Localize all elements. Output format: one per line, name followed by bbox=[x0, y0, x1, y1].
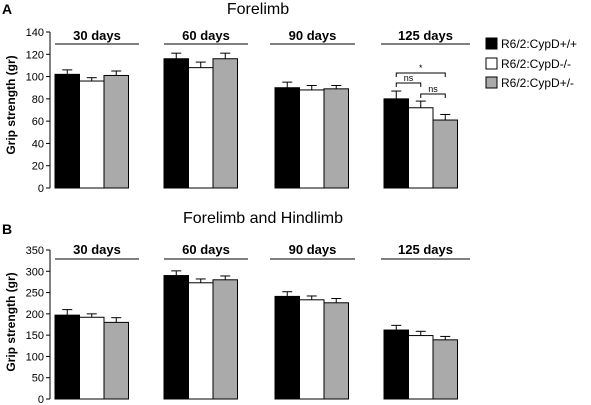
panel-a-y-axis-label: Grip strength (gr) bbox=[4, 55, 18, 154]
group-label: 90 days bbox=[289, 242, 337, 257]
y-tick-label: 100 bbox=[26, 72, 44, 84]
bar bbox=[79, 316, 105, 400]
y-tick-label: 0 bbox=[38, 394, 44, 405]
bar bbox=[408, 335, 434, 400]
y-tick-label: 300 bbox=[26, 266, 44, 278]
bar bbox=[212, 58, 238, 189]
bar bbox=[54, 314, 80, 400]
bar bbox=[163, 275, 189, 400]
group-label: 30 days bbox=[73, 28, 121, 43]
bar bbox=[299, 299, 325, 400]
bar bbox=[212, 279, 238, 400]
y-tick-label: 150 bbox=[26, 330, 44, 342]
legend-label-cypd-ko: R6/2:CypD-/- bbox=[501, 57, 571, 71]
panel-b: B Forelimb and Hindlimb Grip strength (g… bbox=[2, 210, 470, 405]
y-tick-label: 350 bbox=[26, 245, 44, 257]
y-tick-label: 50 bbox=[32, 373, 44, 385]
group-label: 30 days bbox=[73, 242, 121, 257]
significance-label: ns bbox=[428, 84, 438, 94]
legend: R6/2:CypD+/+ R6/2:CypD-/- R6/2:CypD+/- bbox=[485, 37, 577, 90]
panel-b-title: Forelimb and Hindlimb bbox=[183, 210, 343, 227]
panel-a-plot: 0 20 40 60 80 100 120 140 30 days 60 days 90 days 1… bbox=[26, 27, 470, 195]
y-tick-label: 200 bbox=[26, 309, 44, 321]
bar bbox=[103, 321, 129, 400]
y-tick-label: 140 bbox=[26, 27, 44, 39]
bar bbox=[432, 339, 458, 400]
panel-b-y-axis-label: Grip strength (gr) bbox=[4, 272, 18, 371]
group-label: 125 days bbox=[398, 242, 453, 257]
bar bbox=[274, 295, 300, 400]
bar bbox=[299, 89, 325, 189]
panel-a-letter: A bbox=[2, 1, 12, 17]
significance-label: * bbox=[419, 63, 423, 73]
group-label: 60 days bbox=[182, 28, 230, 43]
y-tick-label: 60 bbox=[32, 116, 44, 128]
bar bbox=[103, 74, 129, 189]
y-tick-label: 0 bbox=[38, 183, 44, 195]
bar bbox=[432, 119, 458, 189]
legend-swatch-cypd-het bbox=[485, 76, 498, 89]
y-tick-label: 100 bbox=[26, 351, 44, 363]
bar bbox=[163, 58, 189, 189]
bar bbox=[79, 80, 105, 189]
bar bbox=[383, 329, 409, 400]
y-tick-label: 250 bbox=[26, 288, 44, 300]
panel-a: A Forelimb Grip strength (gr) 0 20 40 60 80 1… bbox=[2, 1, 470, 195]
legend-label-cypd-wt: R6/2:CypD+/+ bbox=[501, 37, 577, 51]
panel-b-letter: B bbox=[2, 221, 12, 237]
bar bbox=[383, 98, 409, 189]
y-tick-label: 80 bbox=[32, 94, 44, 106]
y-tick-label: 20 bbox=[32, 161, 44, 173]
bar bbox=[274, 87, 300, 189]
significance-bracket bbox=[420, 93, 446, 98]
group-label: 125 days bbox=[398, 28, 453, 43]
group-label: 60 days bbox=[182, 242, 230, 257]
legend-label-cypd-het: R6/2:CypD+/- bbox=[501, 76, 574, 90]
bar bbox=[323, 88, 349, 189]
bar bbox=[54, 73, 80, 189]
legend-swatch-cypd-wt bbox=[485, 37, 498, 50]
significance-label: ns bbox=[404, 73, 414, 83]
bar bbox=[188, 282, 214, 400]
y-tick-label: 40 bbox=[32, 138, 44, 150]
panel-a-title: Forelimb bbox=[227, 1, 289, 18]
significance-bracket bbox=[395, 82, 422, 87]
group-label: 90 days bbox=[289, 28, 337, 43]
bar bbox=[323, 302, 349, 400]
panel-b-plot: 0 50 100 150 200 250 300 350 30 days 60 days 90 da… bbox=[26, 242, 470, 405]
bar bbox=[188, 67, 214, 189]
bar bbox=[408, 107, 434, 189]
significance-bracket bbox=[395, 72, 446, 77]
legend-swatch-cypd-ko bbox=[485, 57, 498, 70]
y-tick-label: 120 bbox=[26, 49, 44, 61]
